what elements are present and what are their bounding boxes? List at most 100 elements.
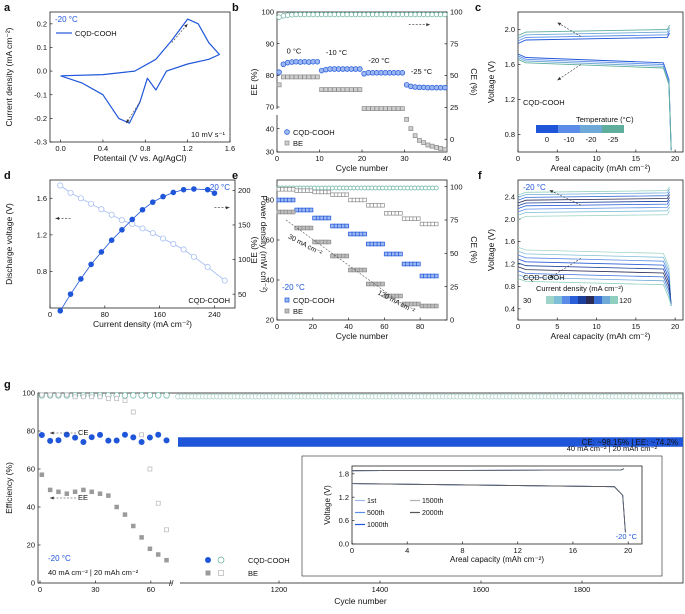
panel-b-ylabel: EE (%) (249, 68, 259, 95)
panel-f-legend-swatch (578, 296, 586, 304)
panel-g-xtick-label: 1400 (372, 585, 389, 594)
panel-f-xlabel: Areal capacity (mAh cm⁻²) (551, 331, 651, 341)
panel-d-power-point (170, 189, 177, 196)
panel-e-cqd-ee-point (416, 261, 421, 267)
panel-d-y2tick-label: 150 (238, 221, 251, 230)
panel-g-xtick-label: 0 (38, 585, 42, 594)
panel-e-cqd-ee-point (380, 241, 385, 247)
panel-f-ytick-label: 2.4 (505, 192, 515, 201)
panel-b-legend-marker-be (284, 140, 290, 146)
panel-b-be-ee-point (400, 106, 405, 111)
panel-g-ylabel: Efficiency (%) (4, 462, 14, 514)
panel-g-xtick-label: 1600 (473, 585, 490, 594)
panel-e-be-ce-point (305, 188, 310, 193)
panel-g-be-ce-point (164, 527, 169, 533)
panel-f-cqd-label: CQD-COOH (523, 273, 565, 282)
panel-g-be-ce-point (47, 392, 53, 398)
panel-b-be-ee-point (357, 87, 363, 92)
panel-g-be-ee-point (114, 504, 119, 510)
panel-c-xtick-label: 20 (671, 154, 679, 163)
panel-g-be-ce-point (139, 432, 144, 438)
panel-e-cqd-ee-point (398, 251, 403, 257)
panel-b-be-ee-point (395, 106, 401, 111)
panel-g-be-ee-point (106, 493, 111, 498)
panel-g-be-ce-point (114, 396, 120, 402)
panel-a-label: a (4, 2, 11, 14)
panel-e-ytick-label: 40 (266, 276, 274, 285)
panel-d-ytick-label: 1.6 (37, 194, 47, 203)
panel-f-ytick-label: 1.2 (505, 260, 515, 269)
panel-c-ytick-label: 1.2 (505, 95, 515, 104)
panel-f-charge-curve (517, 197, 670, 207)
panel-d-power-point (98, 249, 105, 255)
panel-b-temp-label: -20 °C (368, 56, 390, 65)
panel-b-be-ee-point (421, 140, 426, 146)
panel-b-be-ee-point (438, 146, 443, 151)
panel-d-xtick-label: 240 (208, 310, 221, 319)
panel-g-be-ee-point (155, 552, 161, 557)
panel-e-be-ce-point (330, 192, 335, 197)
panel-e-xtick-label: 0 (275, 322, 279, 331)
panel-b-cqd-ee-point (399, 70, 406, 76)
panel-g-ytick-label: 40 (27, 503, 35, 512)
panel-b-xtick-label: 10 (315, 154, 323, 163)
panel-g-inset-legend-label: 500th (367, 510, 385, 517)
panel-e-cqd-ee-point (290, 197, 296, 203)
panel-e-be-ee-point (326, 239, 332, 245)
panel-f-legend-swatch (586, 296, 594, 304)
panel-g-be-ce-point (81, 394, 86, 400)
panel-b-y2tick-label: 0 (450, 135, 454, 144)
panel-d-xlabel: Current density (mA cm⁻²) (93, 319, 192, 329)
panel-g-inset-ytick-label: 0.0 (339, 540, 349, 549)
panel-e-be-ce-point (344, 192, 349, 197)
panel-f-charge-curve (517, 194, 670, 204)
panel-e-cqd-ee-point (362, 231, 367, 237)
panel-g-legend-be-filled (205, 570, 211, 576)
panel-e-cqd-ee-point (308, 207, 314, 213)
panel-e-be-ee-point (380, 281, 385, 287)
panel-b-cqd-ee-point (442, 84, 448, 91)
panel-g-be-ee-point (72, 489, 78, 495)
panel-b-y2tick-label: 25 (450, 103, 458, 112)
panel-e-be-ce-point (283, 187, 289, 192)
panel-g-cqd-ee-point-early (88, 434, 95, 441)
panel-e-be-ce-point (419, 221, 425, 227)
panel-e-y2tick-label: 100 (450, 182, 463, 191)
panel-e-y2tick-label: 50 (450, 249, 458, 258)
panel-b-be-ee-point (344, 87, 350, 92)
panel-c-legend-swatch (602, 125, 624, 133)
panel-b-y2tick-label: 100 (450, 8, 463, 17)
panel-b-be-ee-point (310, 74, 316, 80)
panel-g-inset-ytick-label: 1.8 (339, 469, 349, 478)
panel-b-legend-cqd: CQD-COOH (293, 128, 335, 137)
panel-c-charge-curve (517, 30, 670, 42)
panel-d-voltage-point (149, 230, 156, 236)
panel-e-y2tick-label: 0 (450, 316, 454, 325)
panel-e-annotation-30: 30 mA cm⁻² (287, 234, 324, 258)
panel-g-inset-ytick-label: 0.6 (339, 516, 349, 525)
panel-a-ytick-label: -0.1 (34, 90, 47, 99)
panel-g-ce-label: CE (78, 428, 88, 437)
panel-b-be-ee-point (425, 142, 431, 148)
panel-e-trend-line (285, 219, 403, 305)
panel-g-frame (37, 392, 684, 584)
panel-g-legend-cqd: CQD-COOH (248, 556, 290, 565)
panel-g-be-ee-point (39, 472, 45, 477)
panel-g-be-ce-point (64, 392, 70, 398)
panel-d-voltage-point (190, 253, 197, 260)
panel-c-xtick-label: 0 (516, 154, 520, 163)
panel-g-temp-label: -20 °C (48, 554, 71, 563)
panel-d-xtick-label: 0 (48, 310, 52, 319)
panel-g-legend-be: BE (248, 569, 258, 578)
panel-e-be-ce-point (394, 211, 400, 216)
panel-e-be-ce-point (384, 211, 389, 216)
panel-b-be-ee-point (276, 82, 282, 88)
panel-g-cqd-ee-point-early (80, 439, 87, 446)
panel-d-power-point (149, 199, 156, 205)
panel-f-arrow-up-head (549, 190, 554, 194)
panel-b-be-ee-point (332, 87, 337, 92)
panel-f-ytick-label: 0.8 (505, 282, 515, 291)
panel-d-power-point (67, 291, 74, 297)
panel-g-legend-cqd-filled (205, 557, 211, 563)
panel-g-cqd-ee-point-early (146, 434, 153, 441)
